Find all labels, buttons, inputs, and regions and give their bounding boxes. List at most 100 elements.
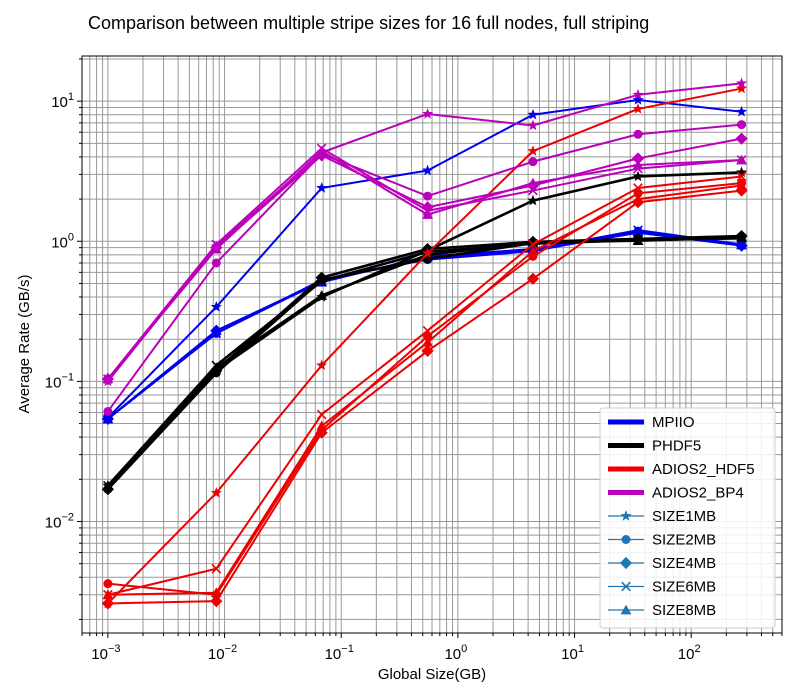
data-point xyxy=(316,182,328,193)
data-point xyxy=(632,88,644,100)
data-point xyxy=(210,487,222,498)
x-axis-label: Global Size(GB) xyxy=(378,666,486,683)
y-tick-label: 10−1 xyxy=(45,371,74,391)
legend-item: ADIOS2_BP4 xyxy=(608,485,744,502)
legend-label: SIZE4MB xyxy=(652,555,716,572)
data-point xyxy=(632,94,644,105)
data-point xyxy=(102,373,114,384)
legend-label: SIZE1MB xyxy=(652,508,716,525)
data-point xyxy=(620,510,632,521)
legend: MPIIO PHDF5 ADIOS2_HDF5 ADIOS2_BP4 SIZE1MB SI… xyxy=(599,407,776,629)
legend-label: ADIOS2_BP4 xyxy=(652,485,744,502)
data-point xyxy=(736,171,747,182)
legend-label: MPIIO xyxy=(652,414,695,431)
legend-item: SIZE8MB xyxy=(608,602,716,619)
data-point xyxy=(316,145,328,156)
data-point xyxy=(527,194,539,206)
legend-item: SIZE4MB xyxy=(608,555,716,572)
data-point xyxy=(210,325,222,336)
legend-label: SIZE8MB xyxy=(652,602,716,619)
data-point xyxy=(102,480,114,491)
data-point xyxy=(102,413,114,424)
x-tick-label: 102 xyxy=(678,643,701,663)
data-point xyxy=(736,154,747,165)
legend-item: ADIOS2_HDF5 xyxy=(608,461,755,478)
legend-label: PHDF5 xyxy=(652,438,701,455)
data-point xyxy=(210,595,223,608)
data-point xyxy=(632,193,644,204)
data-point xyxy=(527,119,539,131)
data-point xyxy=(316,420,328,431)
data-point xyxy=(621,535,631,544)
data-point xyxy=(211,563,222,574)
data-point xyxy=(527,237,539,247)
x-tick-label: 10−1 xyxy=(325,643,354,663)
data-point xyxy=(316,276,327,286)
data-point xyxy=(527,108,539,120)
legend-item: SIZE2MB xyxy=(608,532,716,549)
series-line xyxy=(102,145,747,384)
data-point xyxy=(422,336,433,347)
data-point xyxy=(735,184,748,197)
data-point xyxy=(527,245,539,256)
data-point xyxy=(210,243,222,254)
legend-label: SIZE2MB xyxy=(652,532,716,549)
x-tick-label: 100 xyxy=(444,643,467,663)
chart-title: Comparison between multiple stripe sizes… xyxy=(88,13,649,33)
grid xyxy=(81,56,783,633)
data-point xyxy=(422,325,433,336)
data-point xyxy=(422,164,434,176)
data-point xyxy=(631,152,645,165)
data-point xyxy=(421,344,434,357)
data-point xyxy=(527,177,539,188)
x-tick-label: 10−3 xyxy=(91,643,120,663)
legend-label: SIZE6MB xyxy=(652,579,716,596)
data-point xyxy=(736,231,747,242)
x-tick-label: 101 xyxy=(561,643,584,663)
data-point xyxy=(527,145,539,156)
data-point xyxy=(735,132,748,145)
data-point xyxy=(103,406,113,416)
data-point xyxy=(632,159,644,170)
data-point xyxy=(316,359,328,371)
data-point xyxy=(210,301,222,312)
legend-box xyxy=(599,407,776,629)
data-point xyxy=(102,589,114,600)
legend-item: MPIIO xyxy=(608,414,695,431)
y-tick-label: 10−2 xyxy=(45,511,74,531)
legend-label: ADIOS2_HDF5 xyxy=(652,461,755,478)
data-point xyxy=(528,239,538,250)
data-point xyxy=(632,103,644,114)
legend-item: SIZE1MB xyxy=(608,508,716,525)
data-point xyxy=(528,157,538,167)
data-point xyxy=(736,180,747,190)
y-tick-label: 100 xyxy=(51,231,74,251)
data-point xyxy=(316,290,328,300)
data-point xyxy=(528,185,538,196)
data-point xyxy=(735,82,748,94)
data-point xyxy=(422,108,434,119)
x-tick-label: 10−2 xyxy=(208,643,237,663)
data-point xyxy=(735,105,748,117)
data-point xyxy=(735,166,748,178)
data-point xyxy=(210,587,222,598)
data-point xyxy=(633,129,643,139)
legend-item: SIZE6MB xyxy=(608,579,716,596)
data-point xyxy=(632,235,644,245)
data-point xyxy=(210,362,222,373)
data-point xyxy=(735,77,748,89)
series-layer xyxy=(101,77,748,610)
data-point xyxy=(736,239,747,250)
data-point xyxy=(633,183,643,193)
y-axis-label: Average Rate (GB/s) xyxy=(16,275,33,414)
data-point xyxy=(422,209,433,219)
data-point xyxy=(632,170,644,182)
data-point xyxy=(316,409,327,420)
data-point xyxy=(103,579,113,589)
data-point xyxy=(632,226,644,237)
data-point xyxy=(620,604,632,615)
data-point xyxy=(526,272,540,285)
data-point xyxy=(211,258,221,268)
y-tick-label: 101 xyxy=(51,91,74,111)
